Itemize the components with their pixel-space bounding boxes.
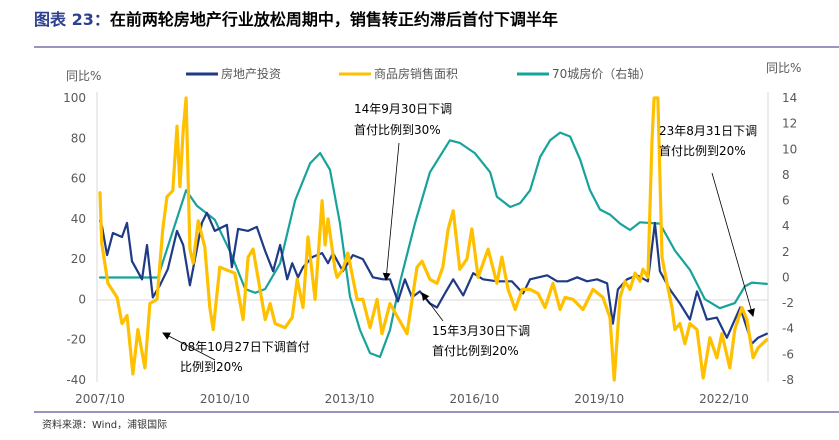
x-tick-label: 2010/10 [200, 392, 250, 406]
legend-label-price: 70城房价（右轴） [552, 66, 651, 81]
source-note: 资料来源：Wind，浦银国际 [42, 418, 167, 431]
annotation-2008-line1: 08年10月27日下调首付 [180, 340, 310, 354]
annotations: 08年10月27日下调首付 比例到20% 14年9月30日下调 首付比例到30%… [162, 102, 757, 374]
series-line-sales [98, 96, 769, 382]
series-lines [98, 96, 769, 382]
left-tick-label: 80 [71, 131, 86, 145]
left-axis-label: 同比% [66, 69, 101, 83]
annotation-2008-line2: 比例到20% [180, 360, 243, 374]
right-tick-labels: 14 12 10 8 6 4 2 0 -2 -4 -6 -8 [782, 91, 797, 387]
annotation-arrow-2023 [711, 172, 755, 317]
left-tick-label: 0 [78, 292, 86, 306]
right-tick-label: 10 [782, 142, 797, 156]
left-tick-label: 40 [71, 212, 86, 226]
annotation-2014-line2: 首付比例到30% [354, 123, 441, 137]
x-tick-label: 2022/10 [699, 392, 749, 406]
chart-title: 图表 23：在前两轮房地产行业放松周期中，销售转正约滞后首付下调半年 [34, 10, 558, 29]
right-axis-label: 同比% [766, 61, 801, 75]
right-tick-label: 2 [782, 245, 790, 259]
right-tick-label: 0 [782, 270, 790, 284]
x-tick-label: 2007/10 [75, 392, 125, 406]
right-tick-label: -8 [782, 373, 794, 387]
right-tick-label: -2 [782, 296, 794, 310]
right-tick-label: -4 [782, 322, 794, 336]
series-line-price [98, 131, 768, 358]
annotation-arrow-2008 [162, 332, 216, 361]
title-prefix: 图表 23： [34, 10, 110, 29]
x-tick-label: 2013/10 [325, 392, 375, 406]
right-tick-label: 4 [782, 219, 790, 233]
left-tick-label: 20 [71, 252, 86, 266]
left-tick-label: -40 [66, 373, 86, 387]
legend-label-sales: 商品房销售面积 [374, 66, 458, 81]
right-tick-label: 14 [782, 91, 797, 105]
annotation-2023-line1: 23年8月31日下调 [659, 124, 757, 138]
annotation-2014-line1: 14年9月30日下调 [354, 102, 452, 116]
right-tick-label: -6 [782, 347, 794, 361]
annotation-arrow-2015 [421, 292, 444, 322]
left-tick-label: 60 [71, 172, 86, 186]
x-tick-label: 2016/10 [449, 392, 499, 406]
legend: 房地产投资 商品房销售面积 70城房价（右轴） [186, 66, 651, 81]
series-line-investment [98, 211, 768, 345]
title-text: 在前两轮房地产行业放松周期中，销售转正约滞后首付下调半年 [110, 10, 558, 29]
annotation-2023-line2: 首付比例到20% [659, 144, 746, 158]
left-tick-label: 100 [63, 91, 86, 105]
annotation-2015-line2: 首付比例到20% [432, 344, 519, 358]
x-tick-label: 2019/10 [574, 392, 624, 406]
x-tick-labels: 2007/10 2010/10 2013/10 2016/10 2019/10 2022/… [75, 392, 749, 406]
left-tick-labels: 100 80 60 40 20 0 -20 -40 [63, 91, 86, 387]
legend-label-investment: 房地产投资 [221, 66, 281, 81]
right-tick-label: 6 [782, 194, 790, 208]
left-tick-label: -20 [66, 333, 86, 347]
right-tick-label: 12 [782, 117, 797, 131]
annotation-2015-line1: 15年3月30日下调 [432, 324, 530, 338]
annotation-arrow-2014 [382, 142, 400, 281]
right-tick-label: 8 [782, 168, 790, 182]
